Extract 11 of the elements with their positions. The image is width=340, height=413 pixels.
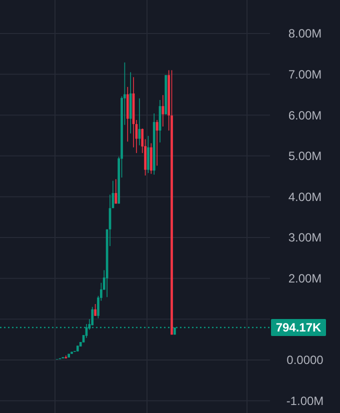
y-tick-label: 3.00M (288, 230, 322, 245)
y-tick-label: 4.00M (288, 190, 322, 204)
y-tick-label: -1.00M (286, 394, 324, 408)
y-tick-label: 5.00M (288, 149, 322, 164)
y-tick-label: 0.0000 (286, 353, 324, 368)
ref-line-label: 794.17K (276, 320, 322, 335)
y-tick-label: 7.00M (288, 67, 322, 82)
y-tick-label: 8.00M (288, 26, 322, 41)
candlestick (138, 98, 141, 146)
y-tick-label: 6.00M (288, 108, 322, 122)
y-tick-label: 2.00M (288, 272, 322, 286)
